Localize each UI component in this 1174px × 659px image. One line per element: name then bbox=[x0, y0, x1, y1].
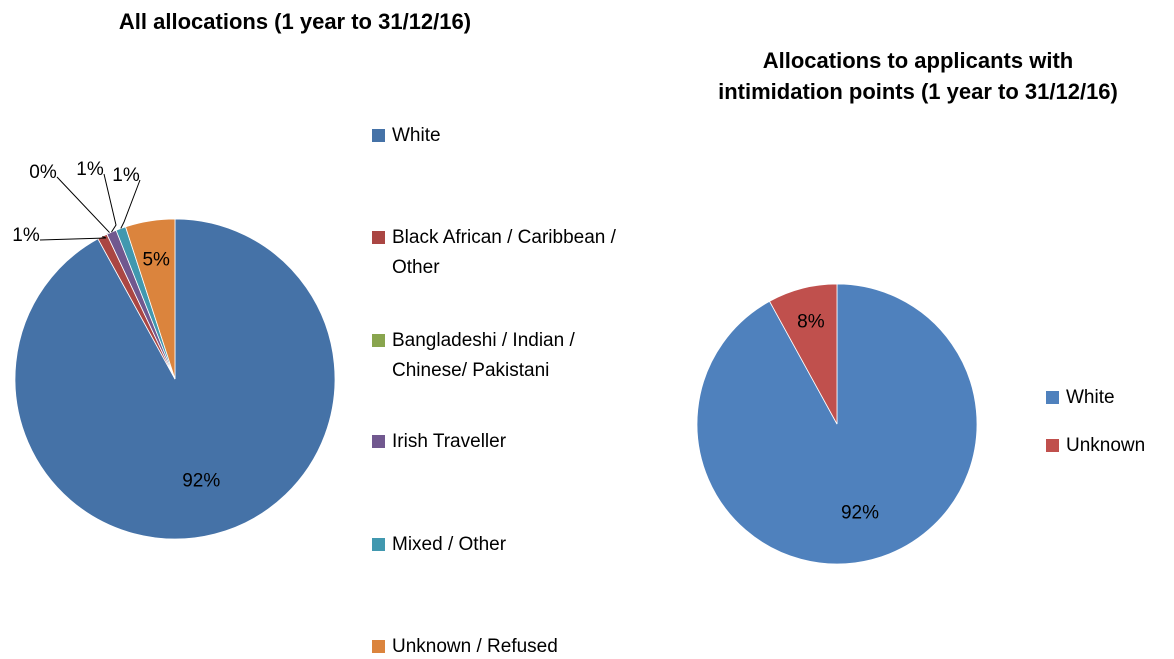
chart-title: Allocations to applicants with intimidat… bbox=[718, 48, 1118, 104]
legend-swatch bbox=[372, 435, 385, 448]
data-label: 1% bbox=[12, 225, 40, 246]
data-label: 1% bbox=[76, 159, 104, 180]
pie-slice bbox=[769, 283, 838, 425]
data-label: 8% bbox=[797, 311, 825, 332]
legend-swatch bbox=[372, 129, 385, 142]
legend-label: Black African / Caribbean / Other bbox=[392, 227, 616, 278]
legend-swatch bbox=[372, 538, 385, 551]
data-label: 92% bbox=[182, 470, 220, 491]
data-label: 5% bbox=[142, 249, 170, 270]
legend-label: Bangladeshi / Indian / Chinese/ Pakistan… bbox=[392, 330, 575, 381]
legend-label: Irish Traveller bbox=[392, 431, 507, 452]
legend-label: White bbox=[392, 125, 441, 146]
legend-swatch bbox=[372, 231, 385, 244]
legend-label: Unknown / Refused bbox=[392, 636, 558, 657]
data-label: 0% bbox=[29, 162, 57, 183]
legend-label: Mixed / Other bbox=[392, 534, 507, 555]
legend-swatch bbox=[1046, 391, 1059, 404]
leader-line bbox=[120, 179, 141, 229]
legend-swatch bbox=[372, 640, 385, 653]
legend-swatch bbox=[372, 334, 385, 347]
legend-label: Unknown bbox=[1066, 435, 1146, 456]
legend-label: White bbox=[1066, 387, 1115, 408]
leader-line bbox=[56, 176, 111, 235]
data-label: 1% bbox=[112, 165, 140, 186]
leader-line bbox=[39, 235, 107, 241]
leader-line bbox=[103, 173, 117, 233]
chart-title: All allocations (1 year to 31/12/16) bbox=[118, 9, 472, 34]
legend-swatch bbox=[1046, 439, 1059, 452]
data-label: 92% bbox=[841, 503, 879, 524]
pie-slice bbox=[125, 218, 176, 380]
